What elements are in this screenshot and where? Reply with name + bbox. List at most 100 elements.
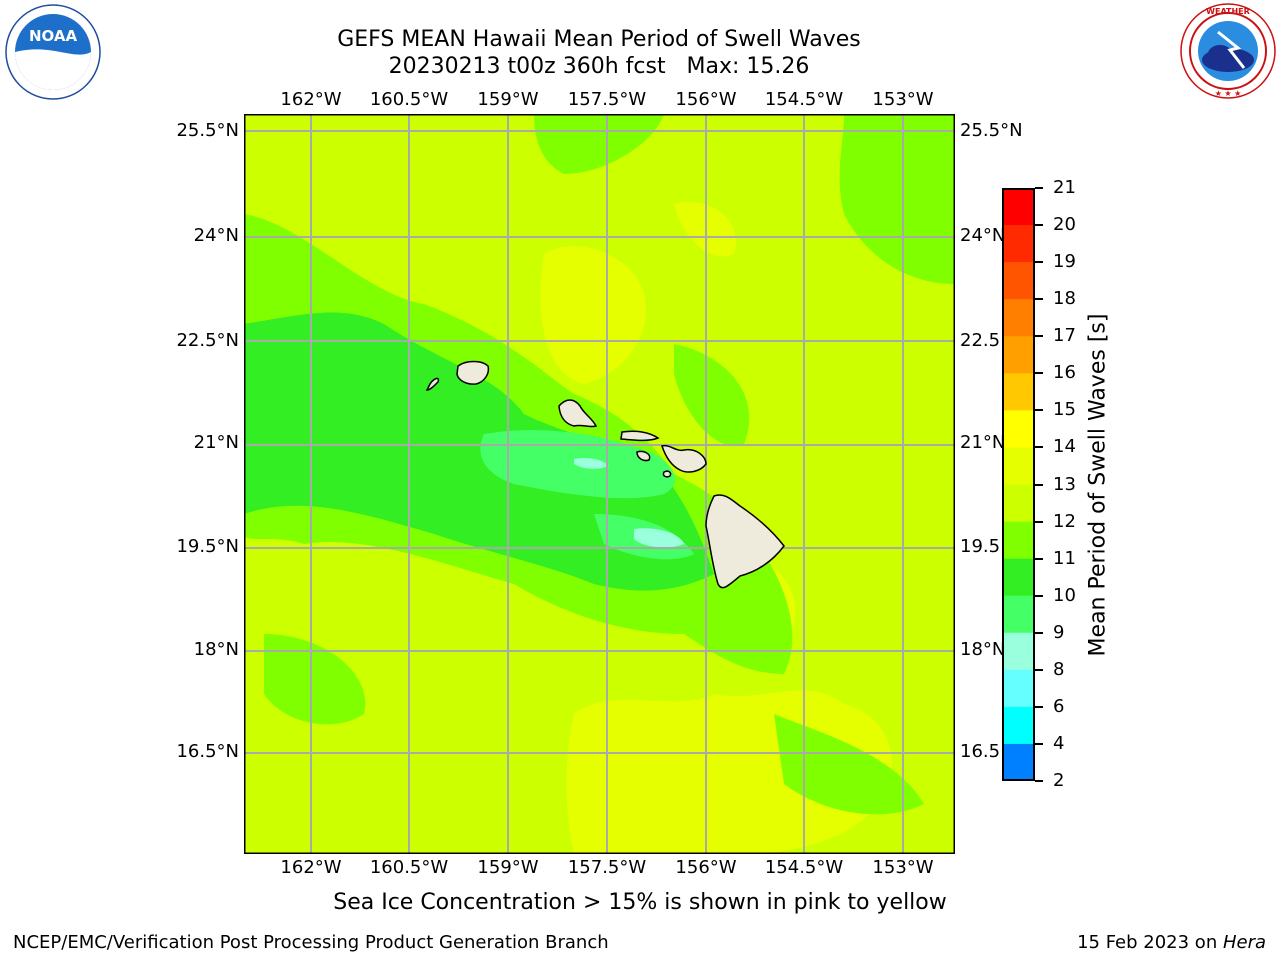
island-niihau <box>425 377 440 391</box>
colorbar-tick-mark <box>1035 742 1043 745</box>
lat-label-left: 18°N <box>193 639 239 660</box>
contour-lightgreen-se <box>774 714 924 815</box>
colorbar-tick-mark <box>1035 594 1043 597</box>
island-maui <box>661 444 707 473</box>
colorbar-tick-mark <box>1035 520 1043 523</box>
lat-label-left: 19.5°N <box>176 536 239 557</box>
colorbar-tick-mark <box>1035 409 1043 412</box>
colorbar-segment <box>1002 706 1035 745</box>
island-lanai <box>636 450 651 462</box>
colorbar-tick-label: 8 <box>1053 658 1065 680</box>
colorbar-tick-label: 17 <box>1053 325 1076 347</box>
colorbar-label: Mean Period of Swell Waves [s] <box>1085 313 1111 657</box>
lon-label-top: 157.5°W <box>567 89 647 110</box>
lon-label-bottom: 160.5°W <box>369 857 449 878</box>
noaa-logo: NOAA <box>5 4 101 100</box>
footer-date: 15 Feb 2023 on Hera <box>1077 932 1266 953</box>
colorbar-segment <box>1002 188 1035 226</box>
island-hawaii <box>705 494 785 589</box>
colorbar-tick-mark <box>1035 668 1043 671</box>
lon-label-top: 160.5°W <box>369 89 449 110</box>
lon-label-top: 162°W <box>280 89 342 110</box>
lat-label-left: 24°N <box>193 225 239 246</box>
lat-label-right: 19.5 <box>960 536 1001 557</box>
colorbar-tick-label: 16 <box>1053 362 1076 384</box>
colorbar-tick-mark <box>1035 483 1043 486</box>
noaa-logo-text: NOAA <box>29 27 78 45</box>
colorbar-tick-mark <box>1035 187 1043 189</box>
swell-period-map <box>244 114 955 854</box>
colorbar-tick-mark <box>1035 557 1043 560</box>
lat-label-right: 18°N <box>960 639 1006 660</box>
contour-palecyan-2 <box>574 457 609 469</box>
lon-label-top: 159°W <box>477 89 539 110</box>
lon-label-bottom: 157.5°W <box>567 857 647 878</box>
colorbar-tick-label: 19 <box>1053 251 1076 273</box>
svg-text:WEATHER: WEATHER <box>1206 7 1250 16</box>
colorbar-segment <box>1002 225 1035 263</box>
colorbar-tick-mark <box>1035 298 1043 301</box>
chart-subtitle: 20230213 t00z 360h fcst Max: 15.26 <box>388 54 810 79</box>
colorbar-tick-label: 11 <box>1053 547 1076 569</box>
contour-lightgreen-sw <box>264 634 366 725</box>
lon-label-bottom: 154.5°W <box>764 857 844 878</box>
colorbar-tick-label: 9 <box>1053 621 1065 643</box>
lat-label-right: 21°N <box>960 432 1006 453</box>
colorbar-tick-label: 2 <box>1053 770 1065 791</box>
sea-ice-note: Sea Ice Concentration > 15% is shown in … <box>333 890 947 915</box>
footer-credit: NCEP/EMC/Verification Post Processing Pr… <box>13 932 609 953</box>
lat-label-right: 25.5°N <box>960 120 1023 141</box>
colorbar <box>1002 188 1035 781</box>
lon-label-bottom: 153°W <box>872 857 934 878</box>
colorbar-segment <box>1002 447 1035 485</box>
colorbar-segment <box>1002 669 1035 708</box>
colorbar-segment <box>1002 521 1035 560</box>
colorbar-segment <box>1002 558 1035 597</box>
contour-yellow-north <box>540 246 646 384</box>
colorbar-segment <box>1002 743 1035 781</box>
colorbar-segment <box>1002 410 1035 448</box>
colorbar-segment <box>1002 299 1035 337</box>
colorbar-frame <box>1002 188 1035 781</box>
svg-text:★ ★ ★: ★ ★ ★ <box>1215 89 1242 98</box>
contour-lightgreen-mid <box>674 344 750 446</box>
colorbar-tick-mark <box>1035 631 1043 634</box>
lat-label-left: 21°N <box>193 432 239 453</box>
colorbar-tick-label: 14 <box>1053 436 1076 458</box>
lon-label-bottom: 159°W <box>477 857 539 878</box>
colorbar-tick-mark <box>1035 780 1043 782</box>
lon-label-top: 154.5°W <box>764 89 844 110</box>
colorbar-segment <box>1002 484 1035 523</box>
colorbar-segment <box>1002 632 1035 671</box>
contour-lightgreen-n <box>534 114 664 174</box>
colorbar-tick-label: 20 <box>1053 214 1076 236</box>
colorbar-tick-label: 15 <box>1053 399 1076 421</box>
colorbar-segment <box>1002 373 1035 411</box>
islands <box>425 360 785 589</box>
contour-palecyan <box>634 528 684 548</box>
colorbar-tick-mark <box>1035 224 1043 227</box>
colorbar-tick-mark <box>1035 261 1043 264</box>
lat-label-left: 16.5°N <box>176 741 239 762</box>
colorbar-segment <box>1002 262 1035 300</box>
map-grid <box>244 114 955 854</box>
lat-label-right: 16.5 <box>960 741 1001 762</box>
colorbar-tick-mark <box>1035 705 1043 708</box>
island-kauai <box>456 360 490 385</box>
lat-label-left: 25.5°N <box>176 120 239 141</box>
colorbar-segment <box>1002 595 1035 634</box>
island-molokai <box>620 430 660 442</box>
colorbar-segment <box>1002 336 1035 374</box>
lon-label-bottom: 162°W <box>280 857 342 878</box>
lon-label-top: 153°W <box>872 89 934 110</box>
footer-machine: Hera <box>1222 932 1266 953</box>
lon-label-top: 156°W <box>675 89 737 110</box>
colorbar-tick-label: 13 <box>1053 473 1076 495</box>
contour-yellow-ne <box>674 202 736 257</box>
colorbar-tick-mark <box>1035 446 1043 449</box>
colorbar-tick-label: 18 <box>1053 288 1076 310</box>
colorbar-tick-label: 21 <box>1053 177 1076 198</box>
lat-label-left: 22.5°N <box>176 330 239 351</box>
contour-lightgreen-ne <box>839 114 955 284</box>
nws-logo: WEATHER ★ ★ ★ <box>1180 3 1276 99</box>
